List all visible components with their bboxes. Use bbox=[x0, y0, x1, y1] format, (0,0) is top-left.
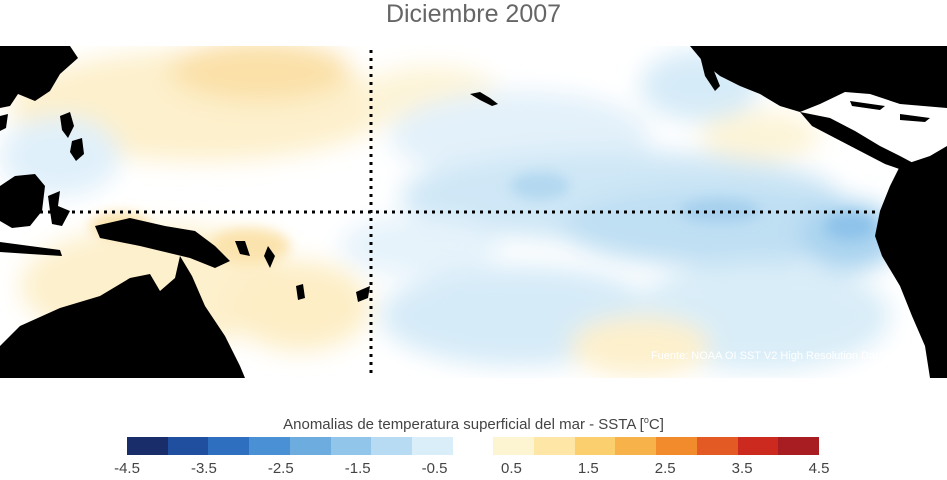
ssta-map bbox=[0, 46, 947, 378]
colorbar-segment bbox=[127, 437, 168, 455]
colorbar-segment bbox=[778, 437, 819, 455]
colorbar-ticks: -4.5 -3.5 -2.5 -1.5 -0.5 0.5 1.5 2.5 3.5 4.5 bbox=[114, 460, 829, 480]
anomaly-field bbox=[0, 46, 900, 376]
colorbar-segment bbox=[249, 437, 290, 455]
colorbar-segment bbox=[534, 437, 575, 455]
colorbar-segment bbox=[615, 437, 657, 455]
colorbar-segment bbox=[371, 437, 412, 455]
colorbar-segment bbox=[208, 437, 250, 455]
map-title: Diciembre 2007 bbox=[385, 0, 562, 28]
colorbar-title: Anomalias de temperatura superficial del… bbox=[283, 415, 664, 433]
source-credit: Fuente: NOAA OI SST V2 High Resolution D… bbox=[650, 350, 899, 362]
colorbar-segment bbox=[452, 437, 494, 455]
colorbar-tick-label: -4.5 bbox=[114, 460, 140, 477]
colorbar-segment bbox=[493, 437, 535, 455]
colorbar-tick-label: 2.5 bbox=[654, 460, 676, 477]
colorbar-segment bbox=[330, 437, 372, 455]
colorbar-tick-label: -2.5 bbox=[267, 460, 294, 477]
colorbar-tick-label: 3.5 bbox=[731, 460, 753, 477]
colorbar-segment bbox=[574, 437, 616, 455]
land-masses bbox=[0, 46, 947, 378]
colorbar-segment bbox=[167, 437, 209, 455]
colorbar-segment bbox=[656, 437, 697, 455]
colorbar-tick-label: 0.5 bbox=[501, 460, 522, 477]
colorbar-tick-label: 1.5 bbox=[577, 460, 599, 477]
colorbar-segment bbox=[289, 437, 331, 455]
colorbar-tick-label: 4.5 bbox=[808, 460, 830, 477]
colorbar bbox=[127, 437, 819, 455]
colorbar-segment bbox=[737, 437, 779, 455]
colorbar-segment bbox=[411, 437, 453, 455]
colorbar-segment bbox=[696, 437, 738, 455]
colorbar-tick-label: -0.5 bbox=[421, 460, 448, 477]
colorbar-tick-label: -1.5 bbox=[344, 460, 371, 477]
colorbar-tick-label: -3.5 bbox=[190, 460, 217, 477]
